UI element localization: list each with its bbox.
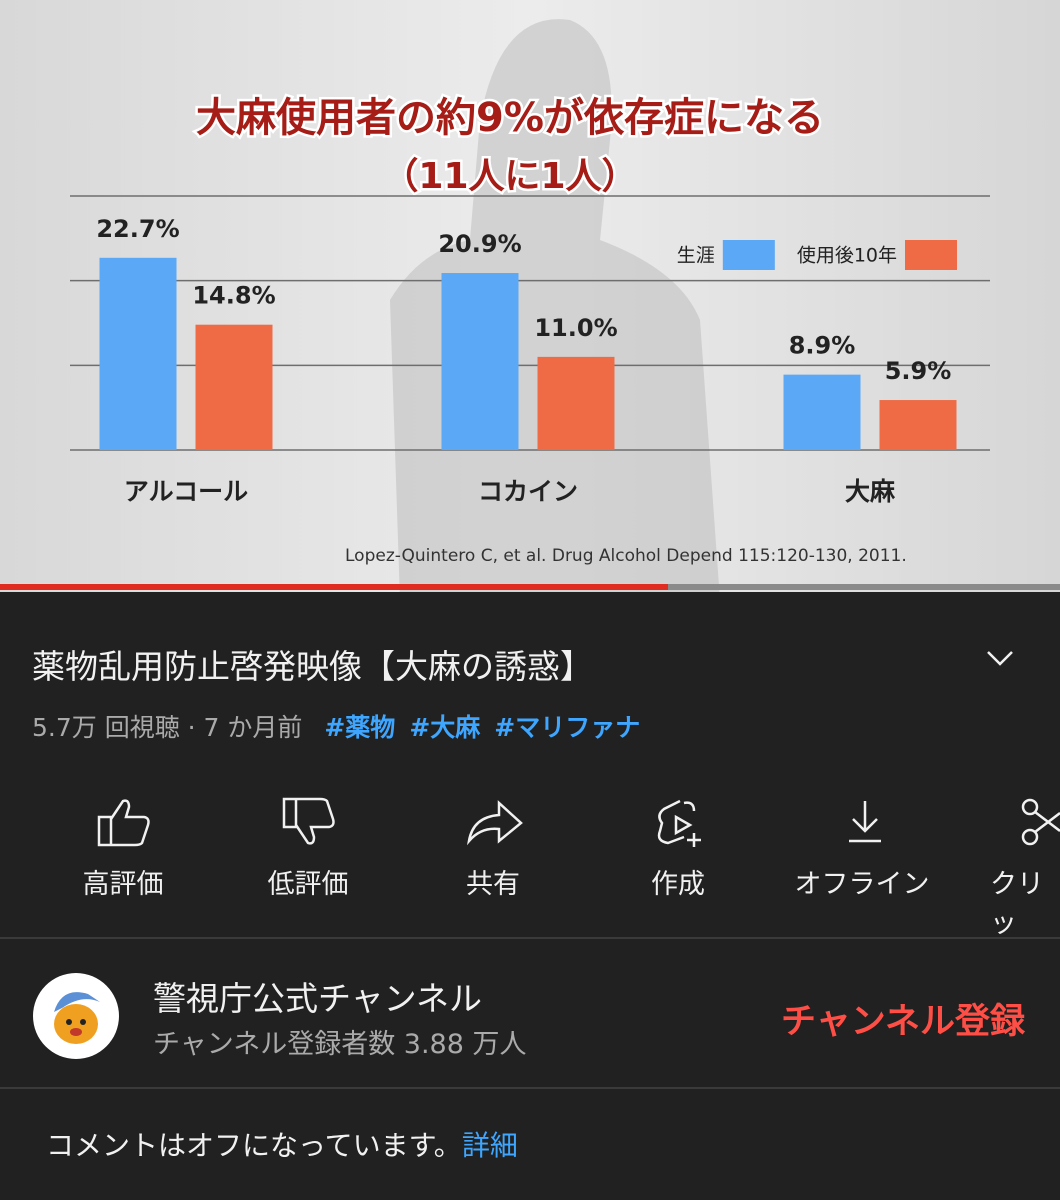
legend-swatch bbox=[722, 240, 775, 270]
value-label: 22.7% bbox=[96, 215, 179, 243]
create-icon[interactable] bbox=[650, 795, 710, 850]
hashtag[interactable]: #大麻 bbox=[409, 713, 481, 742]
value-label: 11.0% bbox=[534, 314, 617, 342]
divider bbox=[0, 937, 1060, 939]
action-label[interactable]: オフライン bbox=[794, 869, 930, 900]
legend-swatch bbox=[905, 240, 957, 270]
divider bbox=[0, 1087, 1060, 1089]
source-note: Lopez-Quintero C, et al. Drug Alcohol De… bbox=[345, 546, 907, 566]
video-title[interactable]: 薬物乱用防止啓発映像【大麻の誘惑】 bbox=[32, 647, 593, 686]
video-meta: 5.7万 回視聴 · 7 か月前 bbox=[32, 713, 303, 742]
video-meta-row: 5.7万 回視聴 · 7 か月前 #薬物 #大麻 #マリファナ bbox=[32, 708, 640, 744]
progress-bar bbox=[0, 584, 668, 590]
bar bbox=[441, 273, 519, 450]
value-label: 5.9% bbox=[885, 357, 952, 385]
video-player[interactable]: 大麻使用者の約9%が依存症になる （11人に1人） アルコール 22.7% 14.8… bbox=[0, 0, 1060, 592]
bar bbox=[537, 356, 615, 450]
download-icon[interactable] bbox=[835, 795, 895, 850]
chart-subtitle: （11人に1人） bbox=[382, 156, 637, 197]
chart: アルコール 22.7% 14.8% コカイン 20.9% 11.0% 大麻 8.9% 5.9% 使… bbox=[70, 195, 990, 506]
comments-off-text: コメントはオフになっています。 bbox=[46, 1129, 462, 1162]
action-label[interactable]: 作成 bbox=[651, 869, 705, 900]
value-label: 8.9% bbox=[789, 332, 856, 360]
like-icon[interactable] bbox=[95, 795, 155, 850]
action-label[interactable]: 共有 bbox=[466, 869, 520, 900]
x-tick-label: コカイン bbox=[478, 477, 578, 506]
channel-name[interactable]: 警視庁公式チャンネル bbox=[153, 979, 483, 1018]
bar bbox=[195, 324, 273, 450]
chart-title: 大麻使用者の約9%が依存症になる bbox=[196, 95, 824, 141]
bar bbox=[99, 257, 177, 450]
bar bbox=[783, 374, 861, 450]
subscribe-button[interactable]: チャンネル登録 bbox=[781, 1002, 1025, 1042]
x-tick-label: 大麻 bbox=[845, 477, 896, 506]
comments-row: コメントはオフになっています。詳細 bbox=[46, 1124, 518, 1164]
legend-label: 使用後10年 bbox=[797, 245, 897, 267]
hashtag[interactable]: #薬物 bbox=[324, 713, 396, 742]
hashtag[interactable]: #マリファナ bbox=[494, 713, 641, 742]
legend-label: 生涯 bbox=[677, 245, 715, 267]
hashtags: #薬物 #大麻 #マリファナ bbox=[310, 713, 640, 742]
action-label[interactable]: 高評価 bbox=[82, 869, 164, 900]
action-label[interactable]: クリッ bbox=[990, 869, 1044, 939]
channel-avatar[interactable] bbox=[32, 972, 120, 1060]
subscriber-count: チャンネル登録者数 3.88 万人 bbox=[153, 1029, 527, 1060]
bar bbox=[879, 400, 957, 450]
action-label[interactable]: 低評価 bbox=[267, 869, 349, 900]
clip-icon[interactable] bbox=[1018, 795, 1060, 850]
value-label: 14.8% bbox=[192, 282, 275, 310]
value-label: 20.9% bbox=[438, 230, 521, 258]
share-icon[interactable] bbox=[465, 795, 525, 850]
dislike-icon[interactable] bbox=[280, 795, 340, 850]
x-tick-label: アルコール bbox=[124, 477, 248, 506]
expand-chevron[interactable] bbox=[985, 648, 1015, 668]
comments-details-link[interactable]: 詳細 bbox=[461, 1129, 518, 1162]
